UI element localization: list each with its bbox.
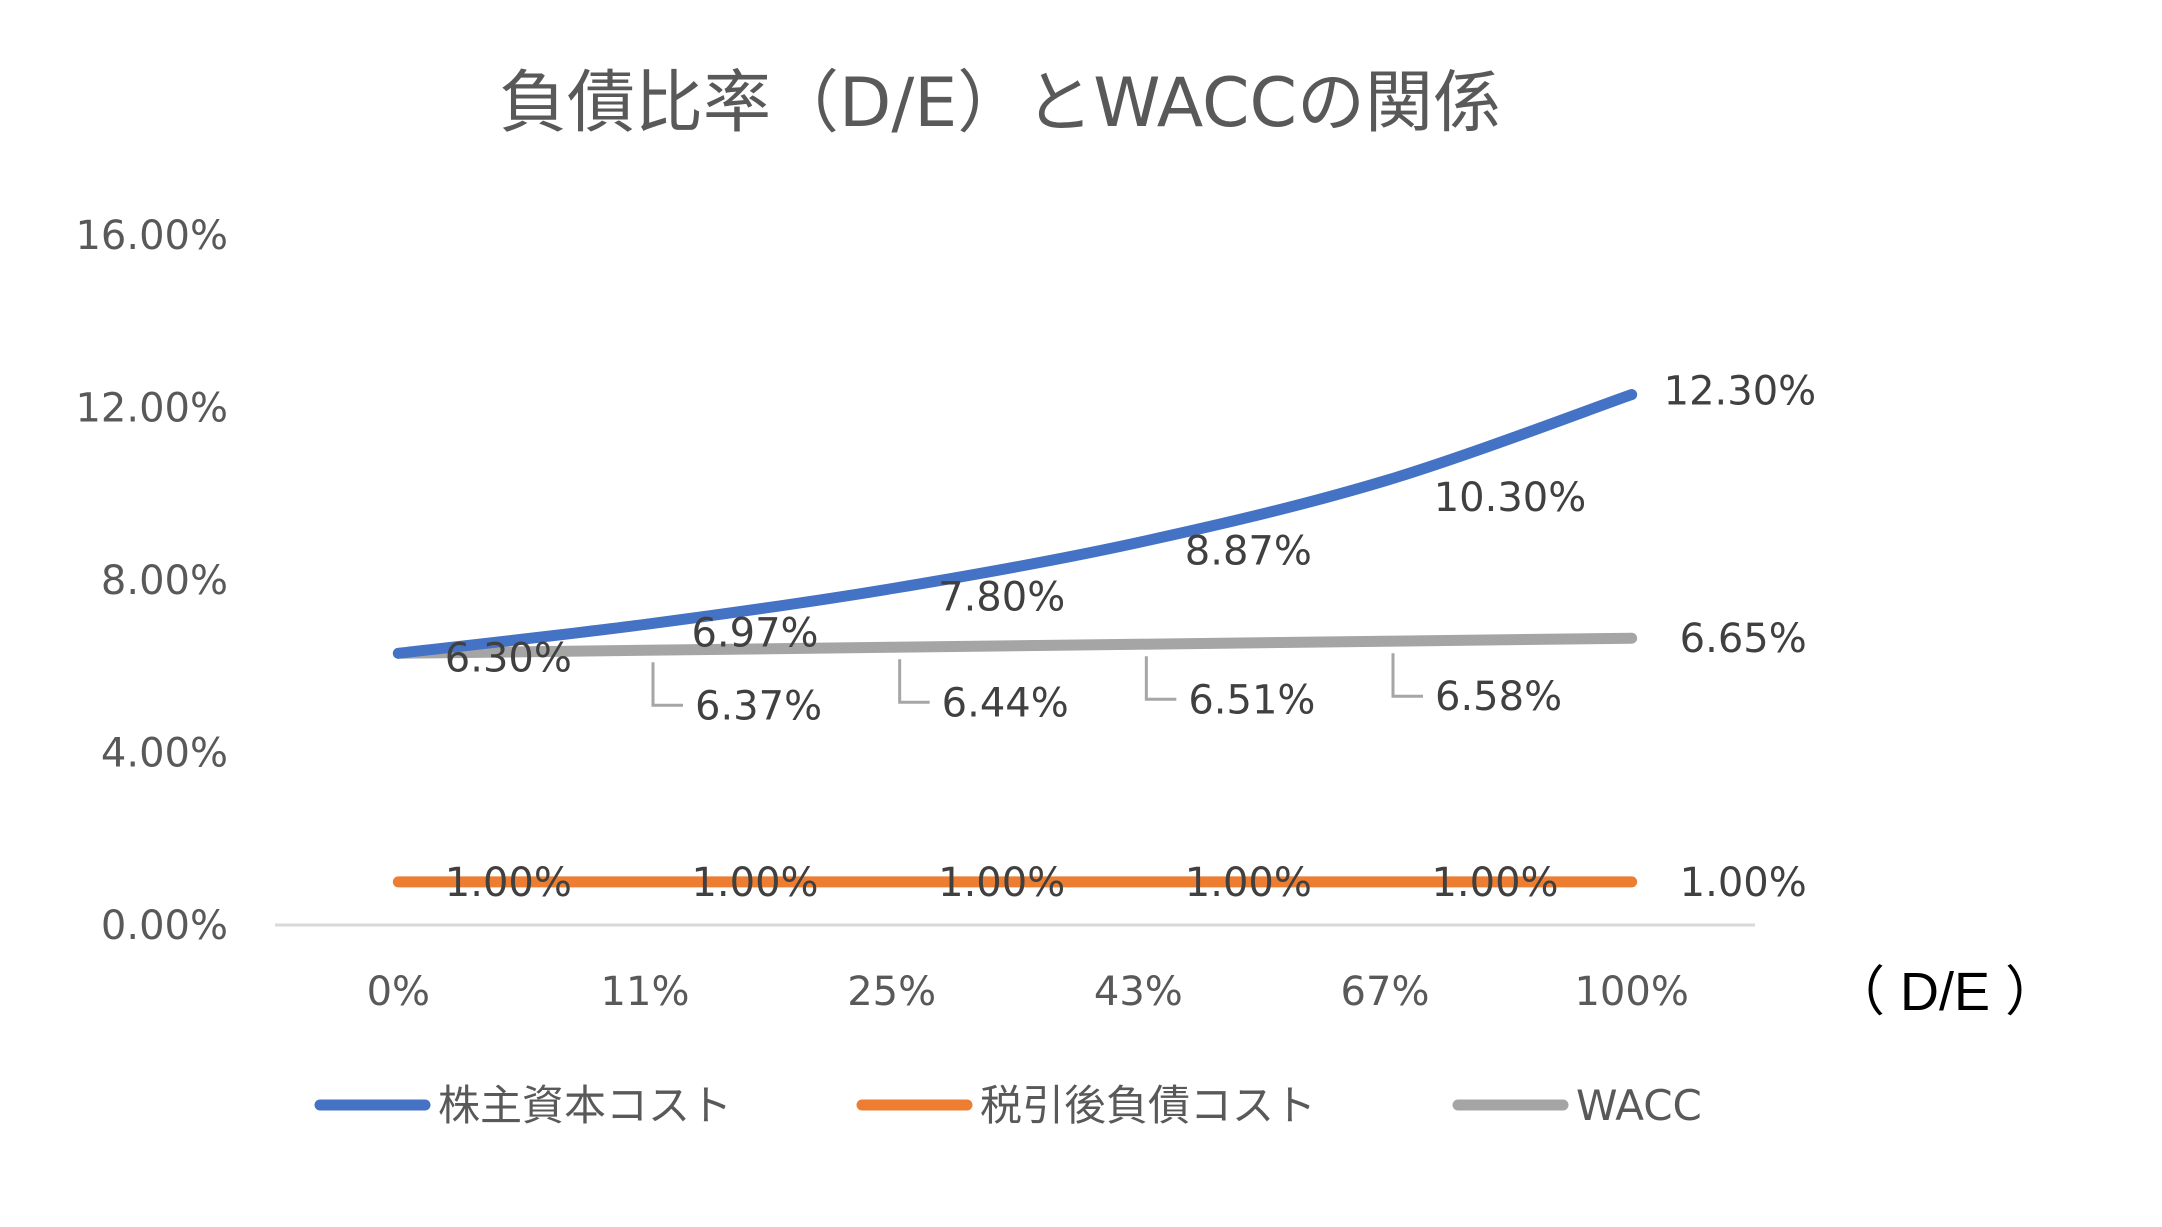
data-label-wacc: 6.51% <box>1188 677 1315 723</box>
x-tick-label: 67% <box>1341 969 1430 1015</box>
data-label-wacc: 6.58% <box>1435 674 1562 720</box>
data-label-equity: 6.30% <box>445 635 572 681</box>
data-label-debt: 1.00% <box>691 860 818 906</box>
legend: 株主資本コスト 税引後負債コスト WACC <box>314 1081 1702 1130</box>
data-labels: 6.30% 6.97% 7.80% 8.87% 10.30% 12.30% 1.00% 1.0… <box>445 369 1816 906</box>
data-label-debt: 1.00% <box>1431 860 1558 906</box>
data-label-wacc: 6.37% <box>695 683 822 729</box>
x-tick-label: 11% <box>601 969 690 1015</box>
y-tick-label: 16.00% <box>75 213 228 259</box>
leader-lines <box>651 653 1423 707</box>
x-tick-label: 43% <box>1094 969 1183 1015</box>
data-label-debt: 1.00% <box>938 860 1065 906</box>
data-label-equity: 6.97% <box>691 610 818 656</box>
data-label-equity: 8.87% <box>1185 528 1312 574</box>
data-label-debt: 1.00% <box>1680 860 1807 906</box>
y-tick-label: 0.00% <box>101 903 228 949</box>
x-axis-label: （ D/E ） <box>1831 962 2059 1022</box>
chart-title: 負債比率（D/E）とWACCの関係 <box>499 64 1501 143</box>
legend-label: WACC <box>1576 1081 1702 1130</box>
data-label-equity: 12.30% <box>1664 369 1817 415</box>
data-label-equity: 10.30% <box>1434 475 1587 521</box>
data-label-debt: 1.00% <box>445 860 572 906</box>
legend-label: 税引後負債コスト <box>980 1081 1316 1130</box>
y-tick-label: 4.00% <box>101 731 228 777</box>
data-label-debt: 1.00% <box>1185 860 1312 906</box>
series-line-0 <box>392 389 1638 659</box>
leader-line <box>1391 653 1423 698</box>
data-label-equity: 7.80% <box>938 575 1065 621</box>
x-tick-label: 100% <box>1574 969 1688 1015</box>
data-label-wacc: 6.44% <box>942 680 1069 726</box>
y-axis: 0.00% 4.00% 8.00% 12.00% 16.00% <box>75 213 228 949</box>
leader-line <box>898 659 930 704</box>
x-tick-label: 0% <box>367 969 430 1015</box>
x-tick-label: 25% <box>847 969 936 1015</box>
y-tick-label: 12.00% <box>75 386 228 432</box>
y-tick-label: 8.00% <box>101 558 228 604</box>
leader-line <box>1144 656 1177 701</box>
legend-label: 株主資本コスト <box>438 1081 732 1130</box>
x-axis: 0% 11% 25% 43% 67% 100% <box>367 969 1689 1015</box>
series-lines <box>392 389 1638 888</box>
data-label-wacc: 6.65% <box>1680 616 1807 662</box>
series-line-2 <box>392 632 1638 659</box>
leader-line <box>651 662 683 707</box>
